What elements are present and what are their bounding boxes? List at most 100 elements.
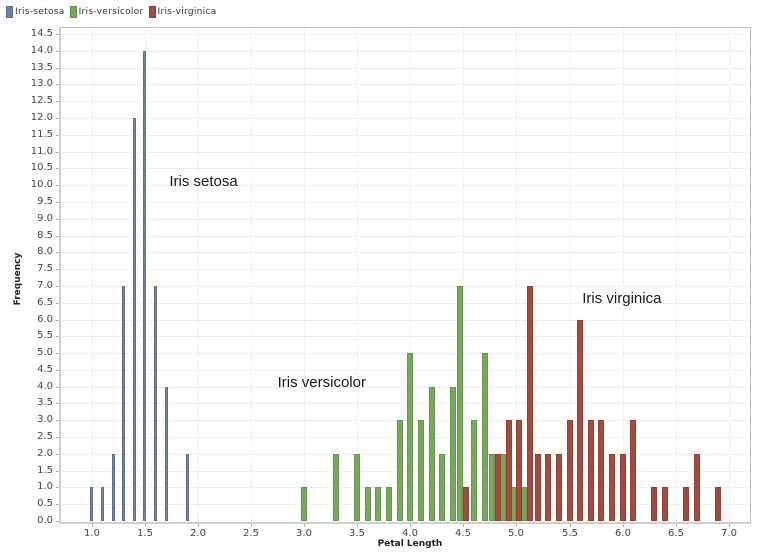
gridline-horizontal [60, 353, 750, 354]
bar-iris-versicolor [489, 453, 496, 521]
bar-iris-setosa [132, 118, 136, 521]
annotation-label: Iris virginica [582, 290, 662, 308]
x-tick-mark [570, 524, 571, 527]
chart-legend: Iris-setosa Iris-versicolor Iris-virgini… [6, 6, 217, 18]
gridline-vertical [304, 28, 305, 521]
gridline-vertical [357, 28, 358, 521]
y-tick-mark [56, 68, 59, 69]
bar-iris-virginica [495, 453, 502, 521]
y-tick-mark [56, 286, 59, 287]
y-tick-mark [56, 437, 59, 438]
y-tick-mark [56, 387, 59, 388]
y-tick-label: 1.5 [37, 465, 53, 476]
bar-iris-virginica [693, 453, 700, 521]
gridline-horizontal [60, 504, 750, 505]
bar-iris-versicolor [364, 487, 371, 521]
y-tick-label: 0.5 [37, 498, 53, 509]
x-tick-mark [251, 524, 252, 527]
gridline-horizontal [60, 454, 750, 455]
x-tick-label: 2.5 [243, 528, 259, 539]
x-tick-label: 6.0 [615, 528, 631, 539]
bar-iris-virginica [505, 420, 512, 521]
y-tick-label: 12.0 [30, 112, 53, 123]
legend-swatch-virginica [148, 6, 156, 18]
gridline-horizontal [60, 387, 750, 388]
gridline-horizontal [60, 168, 750, 169]
x-axis-title: Petal Length [377, 539, 443, 549]
y-tick-label: 1.0 [37, 481, 53, 492]
gridline-horizontal [60, 51, 750, 52]
gridline-vertical [463, 28, 464, 521]
bar-iris-versicolor [457, 285, 464, 521]
y-tick-label: 11.0 [30, 146, 53, 157]
y-tick-label: 8.0 [37, 246, 53, 257]
bar-iris-versicolor [471, 420, 477, 521]
bar-iris-versicolor [439, 453, 446, 521]
gridline-horizontal [60, 219, 750, 220]
y-tick-label: 3.0 [37, 414, 53, 425]
x-tick-mark [729, 524, 730, 527]
y-tick-mark [56, 118, 59, 119]
bar-iris-virginica [683, 487, 690, 521]
x-tick-mark [198, 524, 199, 527]
y-tick-mark [56, 152, 59, 153]
gridline-vertical [516, 28, 517, 521]
bar-iris-versicolor [407, 353, 414, 521]
y-tick-label: 4.5 [37, 364, 53, 375]
gridline-horizontal [60, 320, 750, 321]
gridline-horizontal [60, 118, 750, 119]
bar-iris-virginica [651, 487, 658, 521]
y-tick-label: 9.0 [37, 213, 53, 224]
y-tick-mark [56, 336, 59, 337]
bar-iris-virginica [527, 285, 534, 521]
y-tick-label: 3.5 [37, 397, 53, 408]
legend-item-virginica[interactable]: Iris-virginica [148, 6, 217, 18]
y-tick-label: 14.0 [30, 45, 53, 56]
gridline-horizontal [60, 152, 750, 153]
gridline-horizontal [60, 437, 750, 438]
bar-iris-virginica [619, 453, 626, 521]
legend-label-setosa: Iris-setosa [15, 7, 65, 17]
x-tick-label: 4.0 [402, 528, 418, 539]
y-axis-title: Frequency [13, 252, 23, 306]
gridline-horizontal [60, 185, 750, 186]
gridline-horizontal [60, 34, 750, 35]
y-tick-label: 8.5 [37, 230, 53, 241]
y-tick-label: 7.0 [37, 280, 53, 291]
bar-iris-virginica [598, 420, 605, 521]
y-tick-mark [56, 403, 59, 404]
legend-item-versicolor[interactable]: Iris-versicolor [69, 6, 144, 18]
x-tick-label: 7.0 [721, 528, 737, 539]
y-tick-mark [56, 353, 59, 354]
bar-iris-virginica [463, 487, 470, 521]
y-tick-label: 5.0 [37, 347, 53, 358]
y-tick-label: 10.0 [30, 179, 53, 190]
gridline-vertical [410, 28, 411, 521]
legend-label-virginica: Iris-virginica [157, 7, 217, 17]
bar-iris-virginica [715, 487, 722, 521]
gridline-vertical [570, 28, 571, 521]
gridline-horizontal [60, 471, 750, 472]
gridline-horizontal [60, 101, 750, 102]
x-tick-mark [304, 524, 305, 527]
x-tick-mark [145, 524, 146, 527]
bar-iris-versicolor [396, 420, 403, 521]
y-tick-mark [56, 303, 59, 304]
x-tick-label: 3.5 [349, 528, 365, 539]
annotation-label: Iris versicolor [277, 374, 366, 392]
bar-iris-versicolor [481, 353, 488, 521]
x-tick-mark [676, 524, 677, 527]
y-tick-label: 2.5 [37, 431, 53, 442]
legend-item-setosa[interactable]: Iris-setosa [6, 6, 65, 18]
bar-iris-setosa [154, 285, 158, 521]
y-tick-label: 14.5 [30, 28, 53, 39]
legend-label-versicolor: Iris-versicolor [78, 7, 144, 17]
gridline-horizontal [60, 420, 750, 421]
x-tick-mark [463, 524, 464, 527]
bar-iris-virginica [516, 420, 523, 521]
gridline-vertical [92, 28, 93, 521]
y-tick-label: 7.5 [37, 263, 53, 274]
bar-iris-setosa [100, 487, 104, 521]
bar-iris-versicolor [449, 386, 456, 521]
